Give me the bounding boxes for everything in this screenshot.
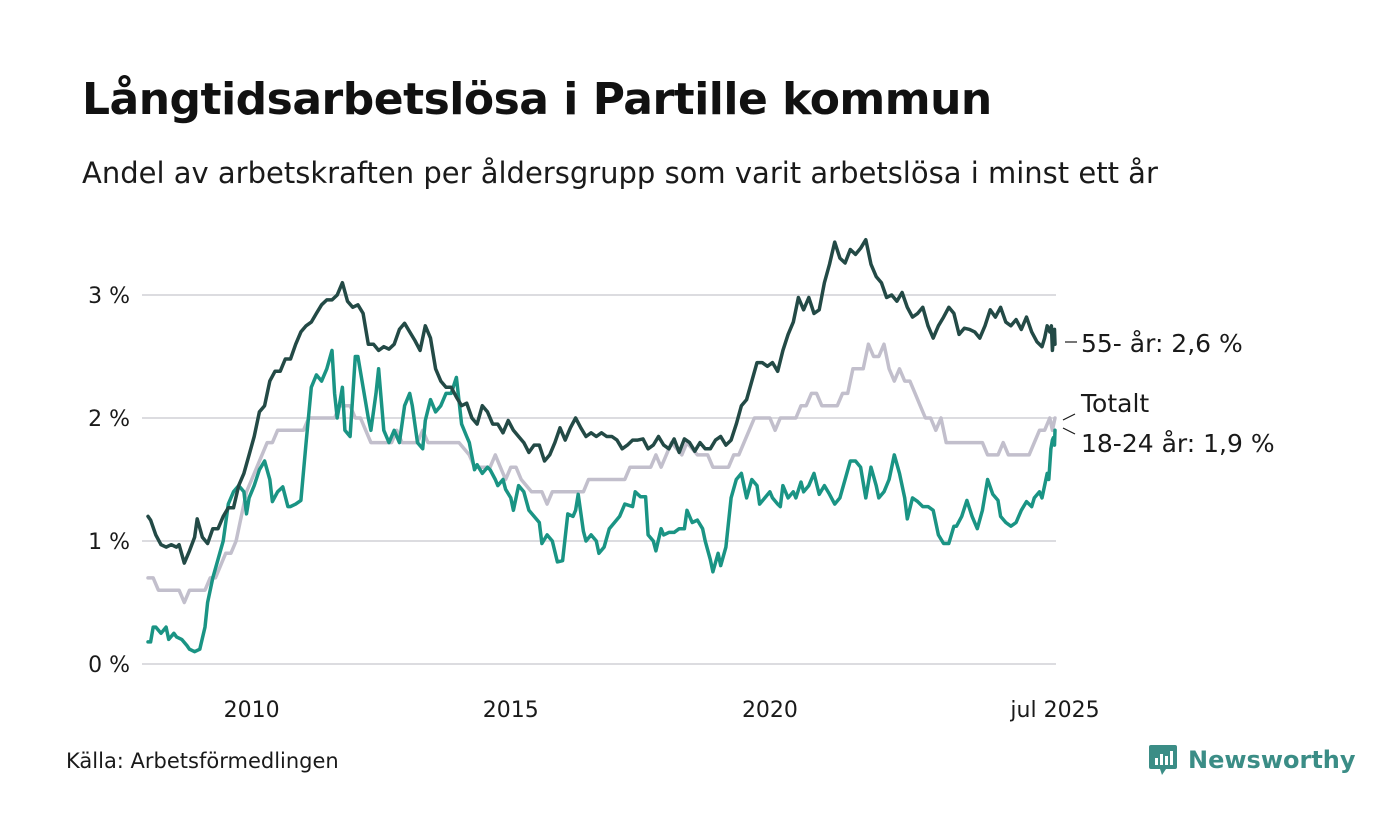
brand-logo: Newsworthy xyxy=(1148,743,1356,777)
y-tick-label: 0 % xyxy=(88,653,130,678)
chart-subtitle: Andel av arbetskraften per åldersgrupp s… xyxy=(82,156,1158,190)
series-label-55: 55- år: 2,6 % xyxy=(1081,329,1243,358)
chart-title: Långtidsarbetslösa i Partille kommun xyxy=(82,74,992,125)
x-tick-label: 2020 xyxy=(742,698,798,723)
x-tick-label: 2010 xyxy=(224,698,280,723)
series-line-55 xyxy=(146,237,1057,565)
source-note: Källa: Arbetsförmedlingen xyxy=(66,749,339,773)
y-tick-label: 1 % xyxy=(88,530,130,555)
series-label-total: Totalt xyxy=(1080,389,1149,418)
newsworthy-logo-icon xyxy=(1149,745,1177,775)
brand-name: Newsworthy xyxy=(1188,746,1356,774)
y-tick-label: 2 % xyxy=(88,407,130,432)
series-line-total xyxy=(146,342,1057,605)
series-line-18-24 xyxy=(146,348,1057,654)
x-tick-label: jul 2025 xyxy=(1009,698,1099,723)
leader-line-total xyxy=(1062,413,1076,421)
leader-line-18-24 xyxy=(1062,427,1076,435)
series-label-18-24: 18-24 år: 1,9 % xyxy=(1081,429,1275,458)
x-tick-label: 2015 xyxy=(483,698,539,723)
y-tick-label: 3 % xyxy=(88,284,130,309)
